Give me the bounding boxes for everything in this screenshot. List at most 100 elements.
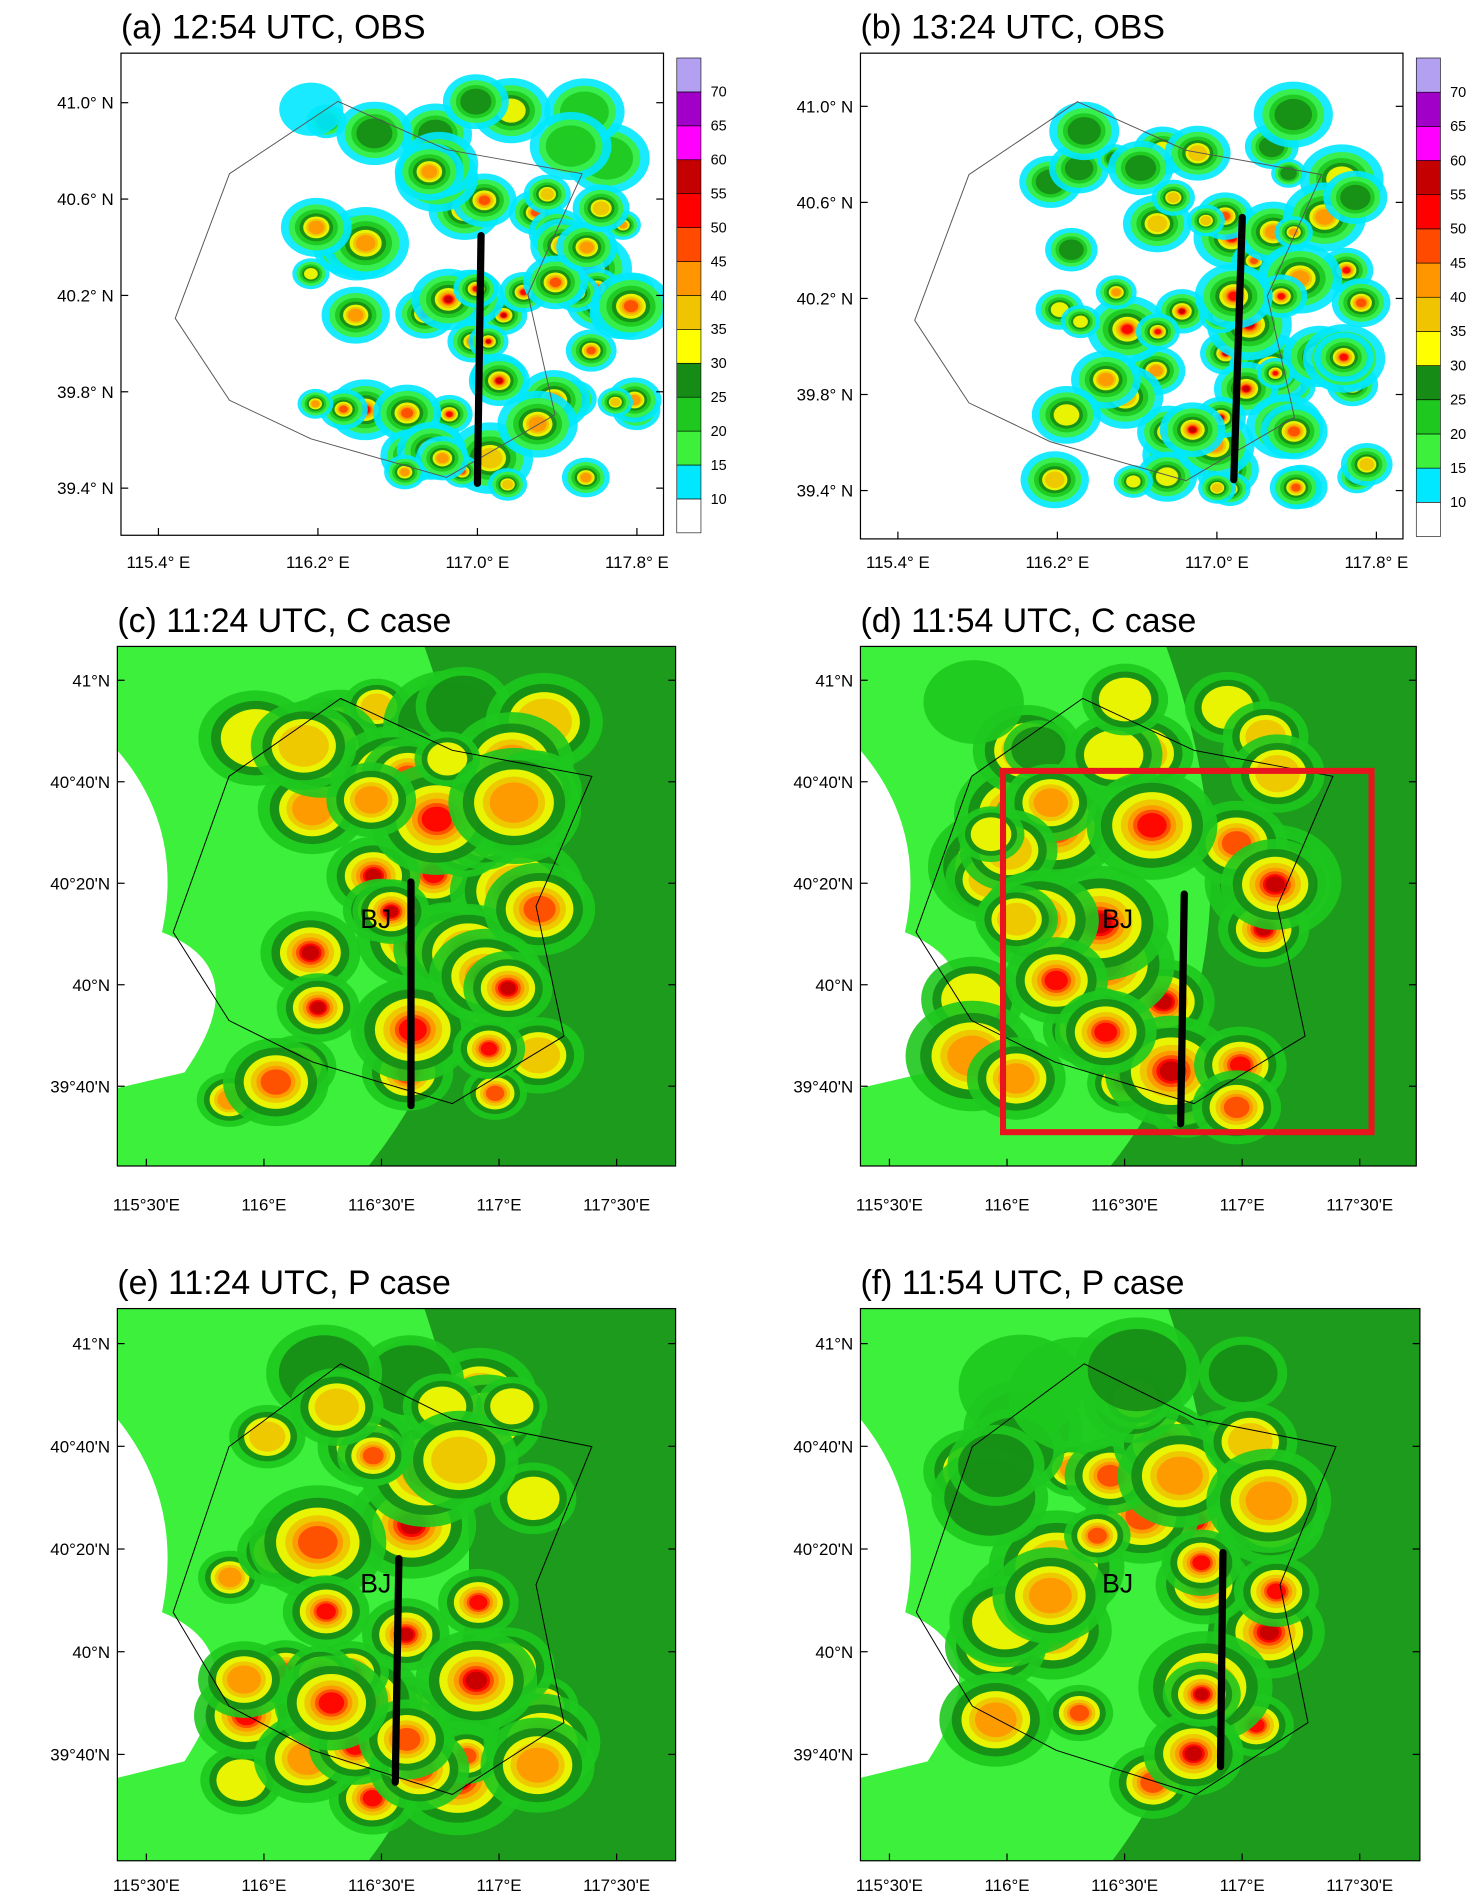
x-tick-label: 115°30'E [113, 1196, 180, 1215]
echo [1289, 228, 1299, 236]
x-tick-label: 115°30'E [113, 1876, 180, 1895]
echo [1028, 1577, 1072, 1614]
clear-area [860, 1419, 960, 1778]
x-tick-label: 117°30'E [583, 1196, 650, 1215]
echo [318, 1692, 345, 1714]
colorbar-label: 10 [1450, 495, 1466, 511]
echo [311, 400, 320, 408]
echo [1126, 475, 1141, 488]
colorbar-swatch [1415, 399, 1441, 435]
frame [859, 645, 1417, 1167]
echo [227, 1665, 262, 1694]
echo [1154, 329, 1161, 335]
echo [279, 82, 344, 136]
echo [1355, 298, 1367, 308]
echo [997, 902, 1037, 936]
echo [997, 1063, 1035, 1094]
colorbar-label: 30 [711, 356, 727, 372]
echo [501, 313, 507, 318]
echo [1340, 184, 1371, 211]
echo [339, 405, 348, 413]
x-tick-label: 116.2° E [286, 553, 350, 572]
colorbar-label: 20 [711, 424, 727, 440]
cross-section [391, 1555, 403, 1786]
panel-title: (a) 12:54 UTC, OBS [121, 9, 426, 47]
boundary [174, 100, 583, 478]
colorbar-swatch [1415, 57, 1441, 93]
echo [579, 241, 594, 254]
x-tick-label: 116°E [241, 1876, 286, 1895]
y-tick-label: 40°40'N [50, 773, 110, 792]
echo [1156, 1456, 1203, 1495]
x-tick-label: 117°30'E [1326, 1876, 1393, 1895]
colorbar-swatch [676, 430, 702, 466]
x-tick-label: 116°30'E [1091, 1196, 1158, 1215]
echo [356, 118, 393, 149]
x-tick-label: 115.4° E [866, 553, 930, 572]
y-tick-label: 40°N [815, 1643, 853, 1662]
y-tick-label: 40°N [815, 976, 853, 995]
echo [507, 1476, 560, 1521]
y-tick-label: 41°N [815, 671, 853, 690]
clear-area [117, 1419, 216, 1778]
echo [974, 1702, 1017, 1738]
echo [469, 1594, 488, 1611]
echo [485, 1085, 505, 1102]
echo [610, 397, 621, 407]
echo [1053, 404, 1080, 426]
boundary [915, 697, 1334, 1105]
colorbar-swatch [676, 57, 702, 93]
echo [260, 1069, 292, 1095]
clear-area [117, 750, 216, 1089]
echo [516, 1747, 559, 1783]
y-tick-label: 40°N [72, 1643, 110, 1662]
boundary [915, 1363, 1337, 1796]
echo [401, 408, 414, 419]
colorbar-label: 25 [711, 390, 727, 406]
y-tick-label: 39.8° N [797, 386, 854, 405]
echo [1033, 788, 1068, 818]
y-tick-label: 41.0° N [57, 94, 114, 113]
colorbar-swatch [676, 329, 702, 364]
echo [486, 339, 491, 344]
x-tick-label: 117°E [1220, 1876, 1265, 1895]
colorbar-label: 35 [711, 322, 727, 338]
echo [460, 88, 492, 115]
colorbar-label: 60 [1450, 153, 1466, 169]
y-tick-label: 39.4° N [797, 482, 854, 501]
echo [348, 308, 364, 322]
echo [1342, 267, 1351, 274]
echo [1058, 239, 1084, 261]
cross-section [473, 231, 485, 487]
panel-title: (b) 13:24 UTC, OBS [860, 9, 1165, 47]
colorbar-label: 55 [711, 187, 727, 203]
echo [1155, 467, 1179, 486]
y-tick-label: 41°N [815, 1335, 853, 1354]
echo [1339, 353, 1348, 361]
echo [1069, 1704, 1090, 1722]
echo [516, 1037, 561, 1074]
echo [427, 742, 468, 776]
echo [1111, 288, 1121, 297]
echo [1188, 145, 1208, 162]
boundary [172, 697, 593, 1105]
echo [540, 188, 555, 200]
place-label: BJ [1102, 1569, 1133, 1599]
colorbar-swatch [1415, 262, 1441, 298]
echo [958, 1433, 1034, 1497]
frame [116, 1307, 677, 1862]
colorbar-label: 25 [1450, 393, 1466, 409]
colorbar-swatch [676, 464, 702, 500]
colorbar-swatch [1415, 365, 1441, 401]
echo [444, 296, 453, 303]
y-tick-label: 39°40'N [793, 1745, 853, 1764]
echo [355, 235, 376, 252]
colorbar-swatch [676, 362, 702, 398]
echo [528, 416, 547, 432]
colorbar-label: 45 [711, 254, 727, 270]
echo [1192, 1555, 1211, 1571]
echo [421, 165, 438, 179]
x-tick-label: 117°30'E [583, 1876, 650, 1895]
x-tick-label: 116°30'E [348, 1196, 415, 1215]
